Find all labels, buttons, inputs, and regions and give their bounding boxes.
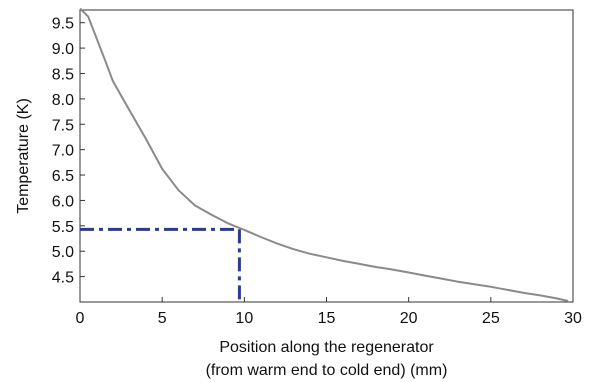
x-tick-label: 5 bbox=[158, 310, 167, 327]
x-axis-title-line2: (from warm end to cold end) (mm) bbox=[206, 362, 448, 379]
y-tick-label: 5.0 bbox=[52, 244, 74, 261]
x-axis: 0 5 10 15 20 25 30 bbox=[76, 297, 582, 327]
y-tick-label: 9.5 bbox=[52, 16, 74, 33]
y-tick-label: 4.5 bbox=[52, 270, 74, 287]
x-tick-label: 15 bbox=[318, 310, 336, 327]
y-tick-label: 7.5 bbox=[52, 117, 74, 134]
x-axis-title-line1: Position along the regenerator bbox=[219, 339, 434, 356]
x-tick-label: 0 bbox=[76, 310, 85, 327]
y-tick-label: 8.0 bbox=[52, 92, 74, 109]
series-layer bbox=[79, 7, 569, 302]
annotation-layer bbox=[80, 227, 241, 302]
y-tick-label: 7.0 bbox=[52, 143, 74, 160]
y-tick-label: 9.0 bbox=[52, 41, 74, 58]
y-tick-label: 6.5 bbox=[52, 168, 74, 185]
x-tick-label: 30 bbox=[564, 310, 582, 327]
temperature-curve bbox=[79, 7, 569, 302]
y-axis-title: Temperature (K) bbox=[15, 98, 32, 214]
y-tick-label: 5.5 bbox=[52, 219, 74, 236]
x-tick-label: 25 bbox=[482, 310, 500, 327]
y-tick-label: 6.0 bbox=[52, 193, 74, 210]
x-tick-label: 10 bbox=[235, 310, 253, 327]
x-tick-label: 20 bbox=[400, 310, 418, 327]
y-axis: 4.5 5.0 5.5 6.0 6.5 7.0 7.5 8.0 8.5 9.0 9.5 bbox=[52, 16, 85, 287]
y-tick-label: 8.5 bbox=[52, 66, 74, 83]
